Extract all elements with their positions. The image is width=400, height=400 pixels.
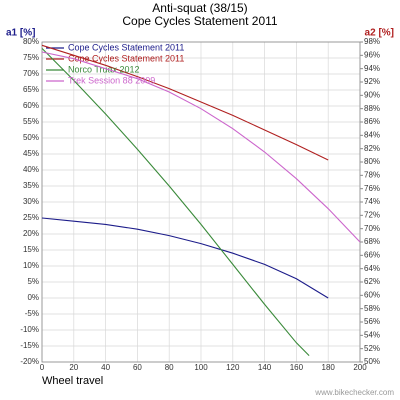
y2-tick-label: 96% <box>364 50 380 59</box>
chart-title: Anti-squat (38/15) <box>152 1 247 15</box>
y2-tick-label: 62% <box>364 277 380 286</box>
chart-subtitle: Cope Cycles Statement 2011 <box>122 14 278 28</box>
y2-tick-label: 98% <box>364 37 380 46</box>
y-tick-label: 70% <box>23 69 39 78</box>
y2-tick-label: 90% <box>364 90 380 99</box>
y2-tick-label: 54% <box>364 330 380 339</box>
y2-tick-label: 60% <box>364 290 380 299</box>
y2-tick-label: 76% <box>364 184 380 193</box>
x-tick-label: 200 <box>353 363 367 372</box>
x-tick-label: 0 <box>40 363 45 372</box>
x-tick-label: 140 <box>258 363 272 372</box>
y-tick-label: 75% <box>23 53 39 62</box>
x-tick-label: 180 <box>322 363 336 372</box>
y2-tick-label: 58% <box>364 304 380 313</box>
y-tick-label: 10% <box>23 261 39 270</box>
x-tick-label: 60 <box>133 363 142 372</box>
y-tick-label: -10% <box>20 325 39 334</box>
y-tick-label: 25% <box>23 213 39 222</box>
y-tick-label: 65% <box>23 85 39 94</box>
y2-tick-label: 84% <box>364 130 380 139</box>
y2-tick-label: 78% <box>364 170 380 179</box>
plot-frame <box>41 41 361 363</box>
x-tick-label: 40 <box>101 363 110 372</box>
x-tick-label: 20 <box>69 363 78 372</box>
legend-label: Trek Session 88 2009 <box>68 75 155 85</box>
legend-label: Norco Truax 2012 <box>68 64 140 74</box>
y-tick-label: 60% <box>23 101 39 110</box>
y-tick-label: 50% <box>23 133 39 142</box>
y2-tick-label: 66% <box>364 250 380 259</box>
watermark: www.bikechecker.com <box>314 388 394 397</box>
series-line <box>41 44 329 161</box>
y2-tick-label: 72% <box>364 210 380 219</box>
y2-tick-label: 74% <box>364 197 380 206</box>
y-tick-label: 30% <box>23 197 39 206</box>
y2-tick-label: 64% <box>364 264 380 273</box>
y2-tick-label: 88% <box>364 104 380 113</box>
y2-tick-label: 94% <box>364 64 380 73</box>
y-axis-label: a1 [%] <box>6 28 35 39</box>
y2-tick-label: 56% <box>364 317 380 326</box>
series-line <box>41 217 329 299</box>
x-tick-label: 100 <box>194 363 208 372</box>
series-line <box>41 51 361 243</box>
legend-label: Cope Cycles Statement 2011 <box>68 42 184 52</box>
y2-tick-label: 80% <box>364 157 380 166</box>
y-tick-label: -5% <box>25 309 39 318</box>
y2-tick-label: 92% <box>364 77 380 86</box>
x-axis-label: Wheel travel <box>42 375 103 387</box>
y2-tick-label: 70% <box>364 224 380 233</box>
y2-tick-label: 68% <box>364 237 380 246</box>
y-tick-label: -20% <box>20 357 39 366</box>
y-tick-label: 40% <box>23 165 39 174</box>
x-tick-label: 80 <box>165 363 174 372</box>
y-tick-label: 80% <box>23 37 39 46</box>
x-tick-label: 120 <box>226 363 240 372</box>
legend-label: Cope Cycles Statement 2011 <box>68 53 184 63</box>
y-tick-label: 15% <box>23 245 39 254</box>
y2-tick-label: 50% <box>364 357 380 366</box>
y-tick-label: 5% <box>27 277 39 286</box>
series-line <box>41 48 310 356</box>
y-tick-label: 35% <box>23 181 39 190</box>
y2-axis-label: a2 [%] <box>365 28 394 39</box>
y-tick-label: 0% <box>27 293 39 302</box>
y-tick-label: 55% <box>23 117 39 126</box>
x-tick-label: 160 <box>290 363 304 372</box>
y2-tick-label: 86% <box>364 117 380 126</box>
y2-tick-label: 52% <box>364 344 380 353</box>
y-tick-label: -15% <box>20 341 39 350</box>
y-tick-label: 45% <box>23 149 39 158</box>
y-tick-label: 20% <box>23 229 39 238</box>
y2-tick-label: 82% <box>364 144 380 153</box>
